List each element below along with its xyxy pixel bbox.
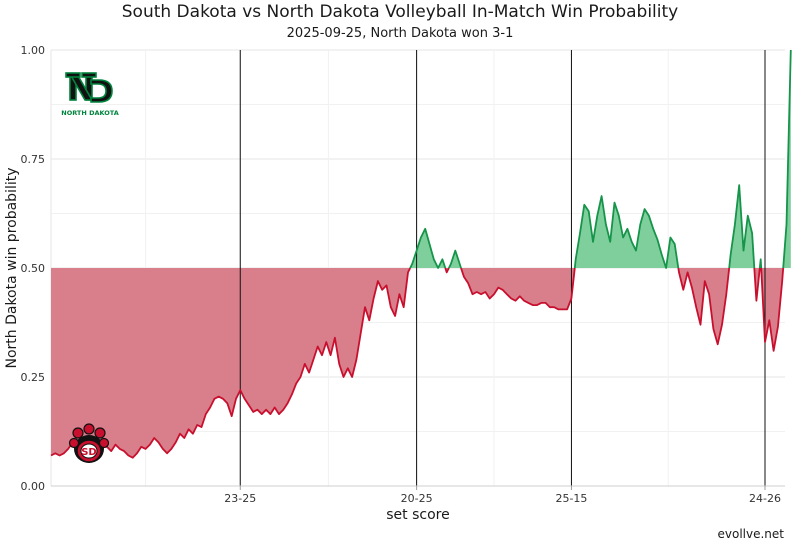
axes: 0.00 0.25 0.50 0.75 1.00 23-25 20-25 25-15 24-26… bbox=[4, 44, 785, 523]
probability-line bbox=[50, 49, 792, 459]
credit: evollve.net bbox=[717, 527, 785, 541]
line-segment-above bbox=[728, 184, 756, 269]
x-tick-label: 25-15 bbox=[555, 492, 587, 505]
x-tick-label: 20-25 bbox=[401, 492, 433, 505]
area-south-dakota-favored bbox=[461, 268, 575, 310]
south-dakota-logo: SD bbox=[68, 423, 110, 463]
area-north-dakota-favored bbox=[783, 50, 791, 268]
chart-subtitle: 2025-09-25, North Dakota won 3-1 bbox=[286, 26, 514, 41]
line-segment-below bbox=[677, 267, 731, 346]
x-tick-label: 23-25 bbox=[224, 492, 256, 505]
line-segment-below bbox=[760, 267, 785, 352]
area-north-dakota-favored bbox=[410, 228, 446, 268]
line-segment-above bbox=[782, 49, 792, 269]
y-tick-label: 0.50 bbox=[21, 262, 46, 275]
line-segment-above bbox=[573, 195, 680, 269]
svg-text:SD: SD bbox=[81, 447, 97, 458]
area-south-dakota-favored bbox=[51, 268, 411, 458]
line-segment-below bbox=[444, 267, 450, 274]
y-tick-label: 1.00 bbox=[21, 44, 46, 57]
line-segment-below bbox=[50, 267, 412, 459]
x-axis-label: set score bbox=[386, 507, 449, 523]
y-tick-label: 0.25 bbox=[21, 371, 46, 384]
x-tick-label: 24-26 bbox=[749, 492, 781, 505]
line-segment-above bbox=[409, 227, 447, 269]
line-segment-below bbox=[460, 267, 576, 311]
y-tick-label: 0.00 bbox=[21, 480, 46, 493]
y-axis-label: North Dakota win probability bbox=[4, 167, 20, 368]
north-dakota-logo-text: NORTH DAKOTA bbox=[61, 109, 118, 117]
area-south-dakota-favored bbox=[678, 268, 730, 345]
north-dakota-logo: NORTH DAKOTA bbox=[61, 72, 119, 117]
set-lines bbox=[239, 50, 766, 486]
chart-title: South Dakota vs North Dakota Volleyball … bbox=[121, 2, 679, 22]
line-segment-below bbox=[753, 267, 761, 302]
line-segment-above bbox=[758, 258, 763, 269]
y-tick-label: 0.75 bbox=[21, 153, 46, 166]
line-segment-above bbox=[448, 249, 462, 269]
area-fills bbox=[51, 50, 791, 458]
